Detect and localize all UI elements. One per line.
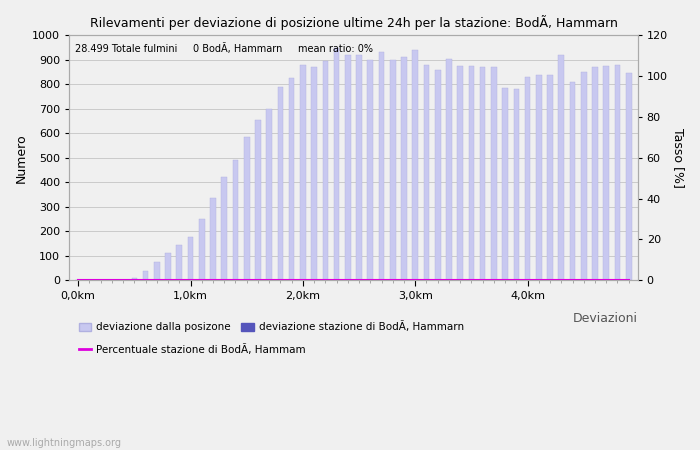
- Bar: [267, 109, 272, 280]
- Bar: [581, 72, 587, 280]
- Bar: [165, 253, 171, 280]
- Bar: [289, 78, 295, 280]
- Bar: [345, 55, 351, 280]
- Bar: [626, 73, 631, 280]
- Bar: [525, 77, 531, 280]
- Text: Deviazioni: Deviazioni: [573, 312, 638, 325]
- Bar: [424, 65, 429, 280]
- Bar: [300, 65, 306, 280]
- Bar: [98, 279, 104, 280]
- Bar: [232, 160, 238, 280]
- Bar: [435, 70, 440, 280]
- Text: 28.499 Totale fulmini     0 BodÃ, Hammarn     mean ratio: 0%: 28.499 Totale fulmini 0 BodÃ, Hammarn me…: [75, 43, 373, 54]
- Bar: [559, 55, 564, 280]
- Bar: [503, 88, 508, 280]
- Bar: [491, 67, 497, 280]
- Text: www.lightningmaps.org: www.lightningmaps.org: [7, 438, 122, 448]
- Bar: [199, 219, 204, 280]
- Bar: [603, 66, 609, 280]
- Bar: [210, 198, 216, 280]
- Bar: [615, 65, 620, 280]
- Bar: [390, 60, 395, 280]
- Bar: [457, 66, 463, 280]
- Bar: [221, 177, 227, 280]
- Bar: [401, 57, 407, 280]
- Bar: [536, 75, 542, 280]
- Bar: [592, 67, 598, 280]
- Bar: [323, 61, 328, 280]
- Bar: [176, 245, 182, 280]
- Bar: [547, 75, 553, 280]
- Bar: [468, 66, 474, 280]
- Bar: [244, 137, 249, 280]
- Bar: [188, 238, 193, 280]
- Bar: [143, 270, 148, 280]
- Legend: Percentuale stazione di BodÃ, Hammam: Percentuale stazione di BodÃ, Hammam: [74, 339, 310, 359]
- Bar: [570, 82, 575, 280]
- Bar: [154, 262, 160, 280]
- Bar: [278, 87, 284, 280]
- Bar: [368, 60, 373, 280]
- Bar: [255, 120, 260, 280]
- Title: Rilevamenti per deviazione di posizione ultime 24h per la stazione: BodÃ, Hammar: Rilevamenti per deviazione di posizione …: [90, 15, 617, 30]
- Bar: [379, 53, 384, 280]
- Bar: [334, 48, 340, 280]
- Bar: [480, 67, 485, 280]
- Bar: [412, 50, 418, 280]
- Bar: [446, 58, 452, 280]
- Bar: [514, 89, 519, 280]
- Bar: [356, 55, 362, 280]
- Bar: [312, 67, 317, 280]
- Bar: [132, 278, 137, 280]
- Y-axis label: Tasso [%]: Tasso [%]: [672, 128, 685, 188]
- Y-axis label: Numero: Numero: [15, 133, 28, 183]
